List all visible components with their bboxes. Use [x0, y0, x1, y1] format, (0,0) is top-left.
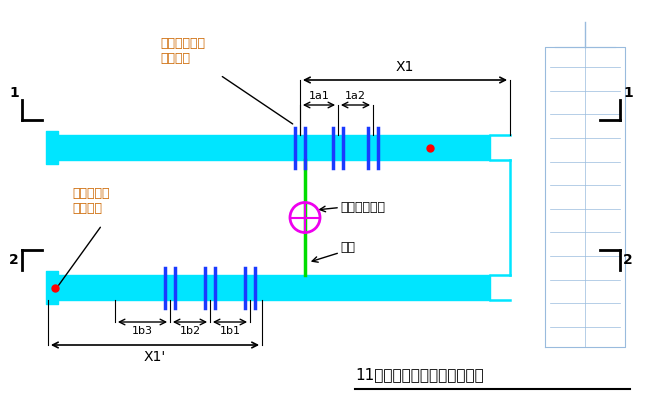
Text: X1': X1': [144, 350, 166, 364]
Text: 2: 2: [9, 253, 19, 267]
Text: 1b1: 1b1: [219, 326, 240, 336]
Text: 11层预留套管定位平面示意图: 11层预留套管定位平面示意图: [355, 368, 484, 383]
Text: 2: 2: [623, 253, 633, 267]
Text: 激光: 激光: [340, 241, 355, 254]
Text: 红外线投线仪: 红外线投线仪: [340, 201, 385, 214]
Text: 1: 1: [623, 86, 633, 100]
Text: 1a1: 1a1: [309, 91, 329, 101]
Text: 1b3: 1b3: [132, 326, 153, 336]
Text: 1a2: 1a2: [345, 91, 366, 101]
Text: X1: X1: [396, 60, 414, 74]
Text: 土建基准线
（余同）: 土建基准线 （余同）: [72, 187, 109, 215]
Text: 套管预留位置
（余同）: 套管预留位置 （余同）: [160, 37, 205, 65]
Text: 1: 1: [9, 86, 19, 100]
Text: 1b2: 1b2: [179, 326, 200, 336]
